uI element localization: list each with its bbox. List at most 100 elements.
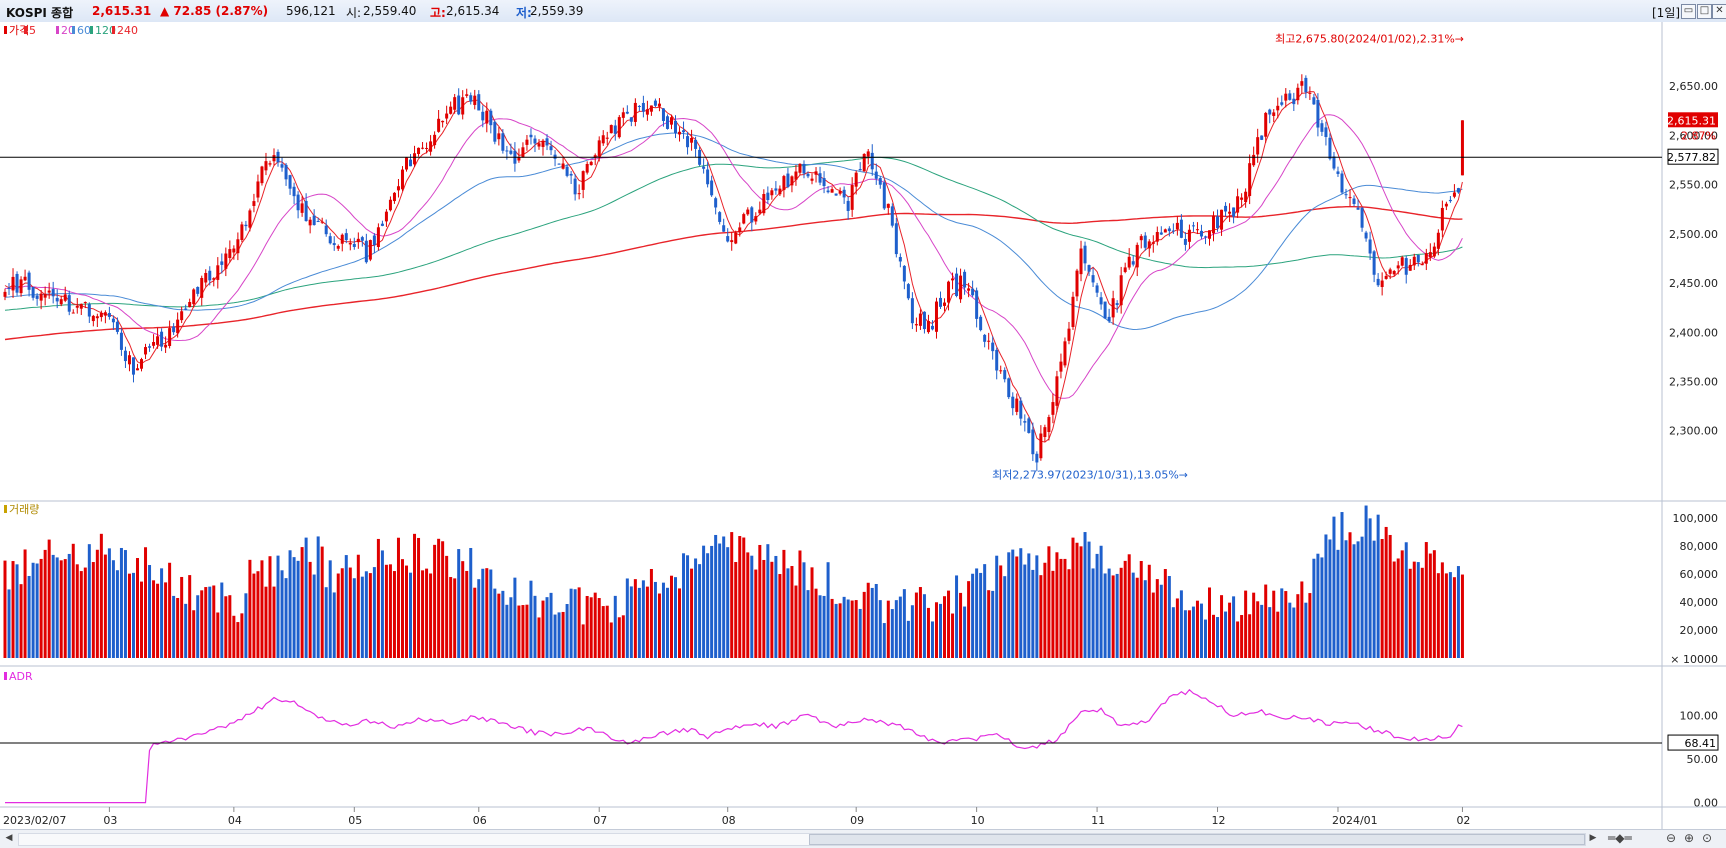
volume-bar (882, 623, 886, 658)
volume-bar (260, 560, 264, 658)
volume-bar (1268, 607, 1272, 658)
candle-body (3, 291, 7, 297)
volume-bar (706, 553, 710, 658)
zoom-slider-icon[interactable]: ═◆═ (1608, 831, 1632, 845)
volume-bar (975, 568, 979, 658)
close-icon[interactable]: ✕ (1712, 4, 1726, 19)
volume-bar (698, 564, 702, 658)
candle-body (372, 235, 376, 246)
candle-body (1324, 127, 1328, 138)
maximize-icon[interactable]: □ (1697, 4, 1712, 19)
volume-bar (1111, 575, 1115, 658)
candle (1191, 221, 1195, 232)
volume-bar (621, 615, 625, 658)
candle (1332, 151, 1336, 171)
volume-bar (208, 586, 212, 658)
chart-scrollbar[interactable]: ◀ ▶ ═◆═ ⊖ ⊕ ⊙ (0, 829, 1726, 848)
volume-bar (549, 592, 553, 658)
volume-bar (641, 580, 645, 658)
volume-bar (1019, 548, 1023, 658)
candle (971, 280, 975, 297)
volume-bar (489, 569, 493, 658)
minimize-icon[interactable]: ▭ (1681, 4, 1696, 19)
volume-bar (308, 561, 312, 658)
candle-body (1199, 230, 1203, 237)
volume-bar (983, 564, 987, 658)
candle (1063, 337, 1067, 368)
candle (1195, 222, 1199, 235)
x-tick-label: 05 (348, 814, 362, 827)
candle-body (461, 97, 465, 115)
candle (1059, 353, 1063, 379)
candle (549, 140, 553, 156)
candle-body (1007, 378, 1011, 398)
candle (67, 290, 71, 316)
candle (1232, 207, 1236, 224)
volume-bar (1208, 587, 1211, 658)
adr-legend-swatch (4, 672, 7, 680)
candle-body (103, 312, 107, 316)
candle (135, 363, 139, 371)
scroll-left-icon[interactable]: ◀ (5, 833, 13, 843)
scroll-track[interactable] (18, 833, 1586, 846)
zoom-reset-icon[interactable]: ⊙ (1702, 831, 1713, 845)
scroll-thumb[interactable] (809, 834, 1585, 845)
candle-body (1296, 87, 1300, 101)
candle (99, 310, 103, 322)
candle (43, 286, 47, 306)
price-change: ▲ 72.85 (2.87%) (160, 4, 269, 18)
candle-body (91, 315, 95, 322)
volume-bar (115, 570, 119, 658)
period-selector[interactable]: [1일] (1652, 6, 1681, 20)
volume-bar (569, 588, 573, 658)
volume-bar (894, 600, 898, 658)
candle (1456, 187, 1460, 194)
candle (565, 164, 569, 178)
zoom-out-icon[interactable]: ⊖ (1666, 831, 1677, 845)
candle (858, 162, 862, 171)
volume-bar (545, 597, 549, 658)
candle (140, 357, 144, 372)
volume-bar (1179, 590, 1183, 658)
volume-bar (168, 562, 172, 658)
candle-body (914, 324, 918, 326)
candle-body (786, 173, 790, 188)
candle-body (762, 193, 766, 214)
volume-bar (1388, 534, 1392, 658)
scroll-right-icon[interactable]: ▶ (1589, 833, 1597, 843)
candle-body (682, 130, 686, 133)
volume-bar (248, 559, 252, 658)
candle (264, 152, 268, 176)
candle (7, 282, 11, 296)
candle (47, 282, 51, 299)
candle-body (35, 295, 39, 299)
volume-bar (991, 590, 995, 658)
candle (252, 193, 256, 213)
candle-body (509, 150, 513, 154)
candle-body (1436, 232, 1440, 249)
candle-body (665, 116, 669, 129)
candle (581, 170, 585, 199)
candle-body (621, 112, 625, 118)
candle-body (1067, 328, 1071, 341)
candle (103, 310, 107, 324)
candle-body (1212, 215, 1216, 234)
volume-bar (878, 600, 882, 658)
stock-chart[interactable]: 2,300.00 2,350.00 2,400.00 2,450.00 2,500.00… (0, 22, 1726, 829)
volume-bar (1284, 591, 1288, 658)
candle-body (951, 278, 955, 281)
candle-body (83, 302, 87, 304)
volume-bar (1043, 562, 1047, 658)
candle (477, 90, 481, 111)
candle-body (1183, 238, 1187, 245)
candle-body (1328, 137, 1332, 159)
candle-body (754, 216, 758, 222)
candle-body (987, 340, 991, 342)
candle (1380, 272, 1384, 296)
volume-bar (830, 598, 834, 658)
volume-bar (196, 595, 200, 658)
volume-bar (521, 605, 525, 658)
candle-body (127, 355, 131, 365)
zoom-in-icon[interactable]: ⊕ (1684, 831, 1695, 845)
candle-body (119, 332, 123, 350)
